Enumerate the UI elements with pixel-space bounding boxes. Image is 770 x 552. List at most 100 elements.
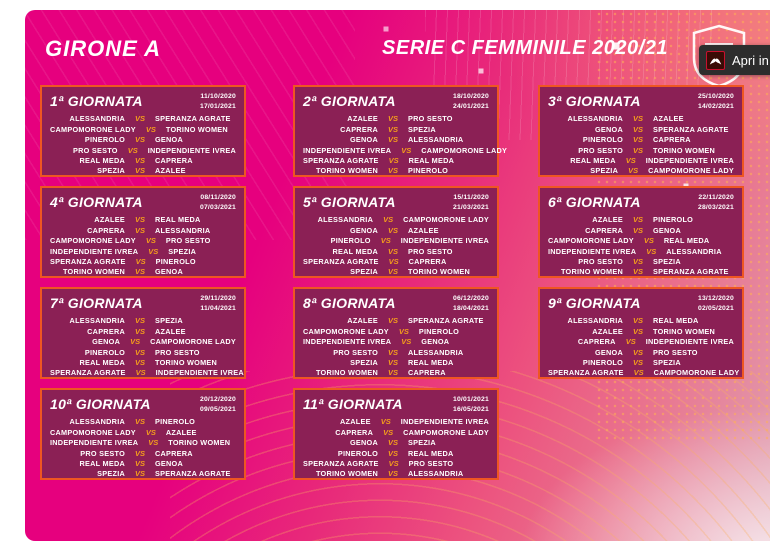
vs-label: VS bbox=[632, 316, 643, 326]
match-row: CAPRERA VS AZALEE bbox=[50, 326, 236, 336]
home-team: AZALEE bbox=[592, 215, 623, 225]
home-team: ALESSANDRIA bbox=[567, 114, 623, 124]
away-team: TORINO WOMEN bbox=[155, 357, 218, 367]
home-team: PINEROLO bbox=[330, 236, 371, 246]
giornata-title: 7ª GIORNATA bbox=[50, 295, 143, 311]
vs-label: VS bbox=[387, 469, 398, 479]
giornata-header: 10ª GIORNATA 20/12/2020 09/05/2021 bbox=[50, 395, 236, 415]
giornata-date-second-leg: 09/05/2021 bbox=[199, 405, 236, 413]
home-team: CAMPOMORONE LADY bbox=[50, 124, 136, 134]
girone-label: GIRONE A bbox=[45, 36, 161, 61]
giornata-date-second-leg: 07/03/2021 bbox=[199, 203, 236, 211]
vs-label: VS bbox=[632, 326, 643, 336]
match-row: CAMPOMORONE LADY VS PRO SESTO bbox=[50, 235, 236, 245]
open-in-tooltip[interactable]: Apri in bbox=[699, 45, 770, 75]
away-team: GENOA bbox=[653, 225, 682, 235]
vs-label: VS bbox=[632, 357, 643, 367]
vs-label: VS bbox=[134, 155, 145, 165]
away-team: SPERANZA AGRATE bbox=[653, 124, 729, 134]
away-team: PRO SESTO bbox=[165, 236, 211, 246]
giornata-date-first-leg: 22/11/2020 bbox=[698, 194, 734, 201]
away-team: REAL MEDA bbox=[663, 236, 710, 246]
giornata-date-first-leg: 13/12/2020 bbox=[697, 295, 734, 302]
vs-label: VS bbox=[388, 155, 399, 165]
giornata-title: 6ª GIORNATA bbox=[548, 194, 641, 210]
match-list: AZALEE VS SPERANZA AGRATE CAMPOMORONE LA… bbox=[303, 316, 489, 378]
vs-label: VS bbox=[134, 114, 145, 124]
match-row: PRO SESTO VS CAPRERA bbox=[50, 448, 236, 458]
giornata-date-second-leg: 18/04/2021 bbox=[452, 304, 489, 312]
away-team: REAL MEDA bbox=[653, 316, 699, 326]
giornata-header: 1ª GIORNATA 11/10/2020 17/01/2021 bbox=[50, 92, 236, 112]
home-team: CAPRERA bbox=[335, 427, 374, 437]
match-row: PINEROLO VS PRO SESTO bbox=[50, 347, 236, 357]
match-row: CAMPOMORONE LADY VS REAL MEDA bbox=[548, 235, 734, 245]
away-team: AZALEE bbox=[155, 326, 186, 336]
match-row: CAPRERA VS GENOA bbox=[548, 225, 734, 235]
giornata-date-second-leg: 11/04/2021 bbox=[200, 304, 236, 312]
vs-label: VS bbox=[388, 458, 399, 468]
match-row: SPEZIA VS AZALEE bbox=[50, 166, 236, 176]
vs-label: VS bbox=[625, 155, 636, 165]
match-row: PINEROLO VS CAPRERA bbox=[548, 134, 734, 144]
home-team: INDEPENDIENTE IVREA bbox=[548, 246, 637, 256]
vs-label: VS bbox=[135, 368, 146, 378]
home-team: AZALEE bbox=[340, 417, 371, 427]
match-row: CAPRERA VS SPEZIA bbox=[303, 124, 489, 134]
home-team: GENOA bbox=[349, 438, 378, 448]
match-row: GENOA VS ALESSANDRIA bbox=[303, 134, 489, 144]
home-team: CAPRERA bbox=[585, 225, 623, 235]
match-row: ALESSANDRIA VS SPEZIA bbox=[50, 316, 236, 326]
giornata-title: 3ª GIORNATA bbox=[548, 93, 641, 109]
match-list: AZALEE VS REAL MEDA CAPRERA VS ALESSANDR… bbox=[50, 215, 236, 277]
match-row: SPERANZA AGRATE VS CAPRERA bbox=[303, 256, 489, 266]
giornata-dates: 13/12/2020 02/05/2021 bbox=[698, 294, 734, 314]
away-team: INDEPENDIENTE IVREA bbox=[645, 155, 734, 165]
match-row: REAL MEDA VS TORINO WOMEN bbox=[50, 357, 236, 367]
away-team: INDEPENDIENTE IVREA bbox=[645, 337, 734, 347]
match-row: AZALEE VS PRO SESTO bbox=[303, 114, 489, 124]
home-team: CAPRERA bbox=[340, 124, 378, 134]
vs-label: VS bbox=[387, 114, 398, 124]
vs-label: VS bbox=[387, 316, 398, 326]
home-team: PRO SESTO bbox=[578, 256, 623, 266]
home-team: SPEZIA bbox=[97, 469, 125, 479]
vs-label: VS bbox=[383, 427, 394, 437]
home-team: PINEROLO bbox=[337, 448, 378, 458]
away-team: TORINO WOMEN bbox=[653, 145, 716, 155]
away-team: PINEROLO bbox=[653, 215, 694, 225]
match-row: CAPRERA VS ALESSANDRIA bbox=[50, 225, 236, 235]
vs-label: VS bbox=[387, 347, 398, 357]
vs-label: VS bbox=[633, 368, 644, 378]
vs-label: VS bbox=[145, 124, 156, 134]
giornata-dates: 15/11/2020 21/03/2021 bbox=[453, 193, 489, 213]
match-row: AZALEE VS REAL MEDA bbox=[50, 215, 236, 225]
match-row: TORINO WOMEN VS PINEROLO bbox=[303, 166, 489, 176]
giornata-card: 11ª GIORNATA 10/01/2021 16/05/2021 AZALE… bbox=[293, 388, 499, 480]
match-row: TORINO WOMEN VS ALESSANDRIA bbox=[303, 469, 489, 479]
giornata-date-first-leg: 11/10/2020 bbox=[200, 93, 236, 100]
giornata-date-first-leg: 18/10/2020 bbox=[452, 93, 489, 100]
away-team: SPERANZA AGRATE bbox=[155, 114, 231, 124]
home-team: SPEZIA bbox=[590, 166, 619, 176]
home-team: PRO SESTO bbox=[80, 448, 125, 458]
match-row: PRO SESTO VS TORINO WOMEN bbox=[548, 145, 734, 155]
match-row: INDEPENDIENTE IVREA VS ALESSANDRIA bbox=[548, 246, 734, 256]
giornata-header: 11ª GIORNATA 10/01/2021 16/05/2021 bbox=[303, 395, 489, 415]
match-row: ALESSANDRIA VS CAMPOMORONE LADY bbox=[303, 215, 489, 225]
away-team: INDEPENDIENTE IVREA bbox=[400, 236, 489, 246]
vs-label: VS bbox=[387, 448, 398, 458]
vs-label: VS bbox=[134, 347, 145, 357]
home-team: CAPRERA bbox=[87, 225, 125, 235]
home-team: REAL MEDA bbox=[79, 458, 125, 468]
away-team: GENOA bbox=[155, 135, 184, 145]
vs-label: VS bbox=[632, 114, 643, 124]
home-team: CAPRERA bbox=[87, 326, 125, 336]
match-row: SPERANZA AGRATE VS CAMPOMORONE LADY bbox=[548, 368, 739, 378]
match-row: PINEROLO VS INDEPENDIENTE IVREA bbox=[303, 235, 489, 245]
vs-label: VS bbox=[134, 458, 145, 468]
vs-label: VS bbox=[398, 326, 409, 336]
open-in-label: Apri in bbox=[732, 52, 769, 68]
away-team: PINEROLO bbox=[155, 417, 196, 427]
match-list: AZALEE VS PRO SESTO CAPRERA VS SPEZIA GE… bbox=[303, 114, 507, 176]
